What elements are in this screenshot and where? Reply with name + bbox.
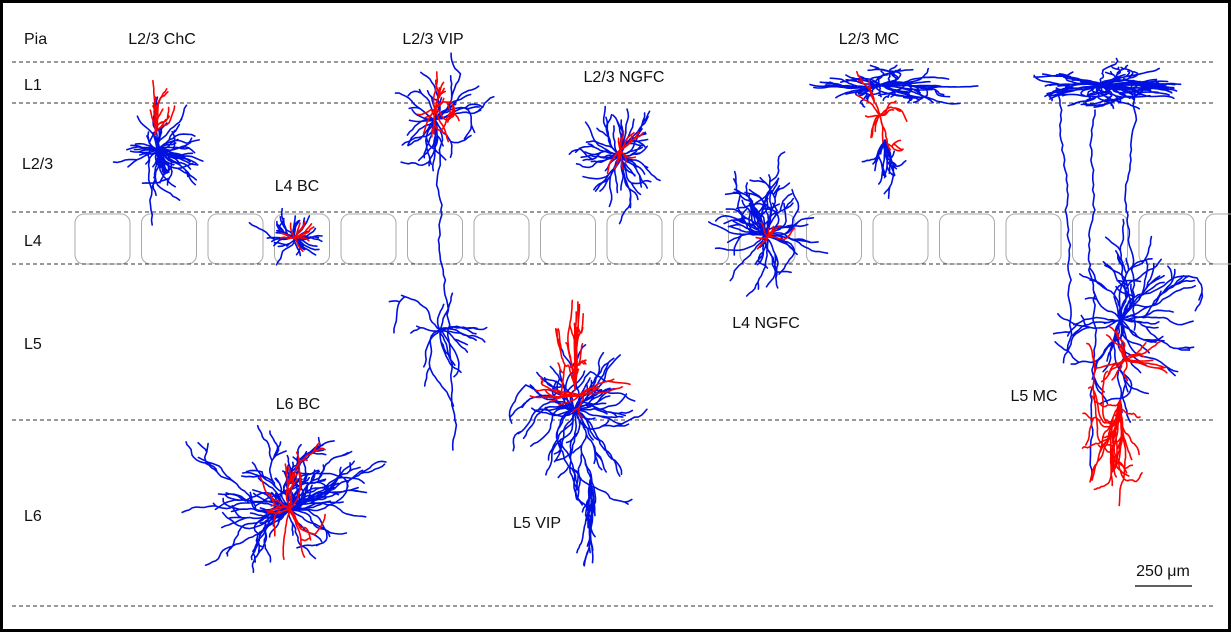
layer-label: L1 — [24, 77, 42, 94]
layer-label: L2/3 — [22, 156, 53, 173]
cell-label: L2/3 ChC — [128, 31, 196, 48]
cell-label: L5 VIP — [513, 515, 561, 532]
scale-bar-label: 250 μm — [1136, 563, 1190, 580]
layer-label: L6 — [24, 508, 42, 525]
cell-label: L2/3 VIP — [402, 31, 463, 48]
layer-label: L4 — [24, 233, 42, 250]
cell-label: L4 BC — [275, 178, 319, 195]
layer-label: Pia — [24, 31, 47, 48]
cell-label: L6 BC — [276, 396, 320, 413]
cell-label: L5 MC — [1010, 388, 1057, 405]
cell-label: L2/3 NGFC — [584, 69, 665, 86]
cell-label: L2/3 MC — [839, 31, 899, 48]
cell-label: L4 NGFC — [732, 315, 800, 332]
layer-label: L5 — [24, 336, 42, 353]
figure: Pia L1 L2/3 L4 L5 L6 L2/3 ChC L2/3 VIP L… — [0, 0, 1231, 632]
